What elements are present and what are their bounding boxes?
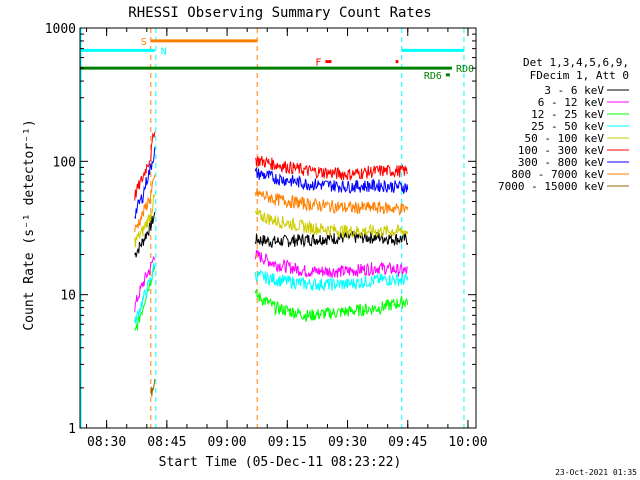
- series-line: [134, 131, 156, 201]
- series-line: [254, 209, 409, 239]
- y-tick-label: 10: [60, 289, 76, 304]
- flag-bars: S N F RD0 RD6: [80, 37, 474, 82]
- legend-entry-label: 800 - 7000 keV: [511, 168, 604, 181]
- series-line: [254, 166, 409, 194]
- series-line: [150, 378, 156, 397]
- series-line: [254, 288, 409, 322]
- x-axis-label: Start Time (05-Dec-11 08:23:22): [159, 455, 402, 470]
- chart-title: RHESSI Observing Summary Count Rates: [128, 5, 431, 21]
- legend-entry-label: 12 - 25 keV: [531, 108, 604, 121]
- x-tick-label: 09:30: [328, 435, 367, 450]
- vertical-markers: [80, 28, 465, 428]
- legend-header-line-2: FDecim 1, Att 0: [530, 69, 629, 82]
- x-tick-label: 09:45: [388, 435, 427, 450]
- y-axis-label: Count Rate (s⁻¹ detector⁻¹): [22, 119, 37, 330]
- y-tick-label: 1000: [45, 22, 76, 37]
- legend-entry-label: 3 - 6 keV: [544, 84, 604, 97]
- flag-label: N: [161, 46, 167, 57]
- x-tick-label: 08:45: [147, 435, 186, 450]
- series-line: [134, 174, 156, 233]
- legend-entry-label: 7000 - 15000 keV: [498, 180, 604, 193]
- plot-frame: [79, 27, 477, 429]
- y-tick-label: 100: [53, 155, 76, 170]
- flag-label: RD6: [424, 71, 442, 82]
- flag-label: RD0: [456, 64, 474, 75]
- x-tick-label: 09:15: [268, 435, 307, 450]
- series-line: [254, 269, 409, 292]
- flag-label: F: [315, 58, 321, 69]
- legend-entry-label: 25 - 50 keV: [531, 120, 604, 133]
- legend-entry-label: 300 - 800 keV: [518, 156, 604, 169]
- series-line: [134, 212, 156, 258]
- series-line: [254, 155, 409, 181]
- legend-entry-label: 100 - 300 keV: [518, 144, 604, 157]
- series-line: [134, 262, 156, 326]
- flag-label: S: [141, 37, 147, 48]
- legend-entry-label: 6 - 12 keV: [538, 96, 605, 109]
- x-tick-label: 09:00: [208, 435, 247, 450]
- series-line: [254, 249, 409, 278]
- legend: Det 1,3,4,5,6,9, FDecim 1, Att 0 3 - 6 k…: [498, 56, 629, 193]
- timestamp: 23-Oct-2021 01:35: [555, 468, 637, 477]
- series-line: [134, 266, 156, 331]
- y-tick-label: 1: [68, 422, 76, 437]
- x-tick-label: 10:00: [448, 435, 487, 450]
- series-layer: [134, 131, 409, 397]
- series-line: [134, 255, 156, 313]
- x-tick-label: 08:30: [87, 435, 126, 450]
- series-line: [134, 147, 156, 219]
- axes: 1 10 100 1000 08:30 08:45 09:00 09:15 09:30 09:45…: [45, 22, 488, 450]
- series-line: [254, 187, 409, 216]
- legend-entry-label: 50 - 100 keV: [525, 132, 605, 145]
- series-line: [134, 193, 156, 248]
- legend-header-line-1: Det 1,3,4,5,6,9,: [523, 56, 629, 69]
- series-line: [254, 230, 409, 249]
